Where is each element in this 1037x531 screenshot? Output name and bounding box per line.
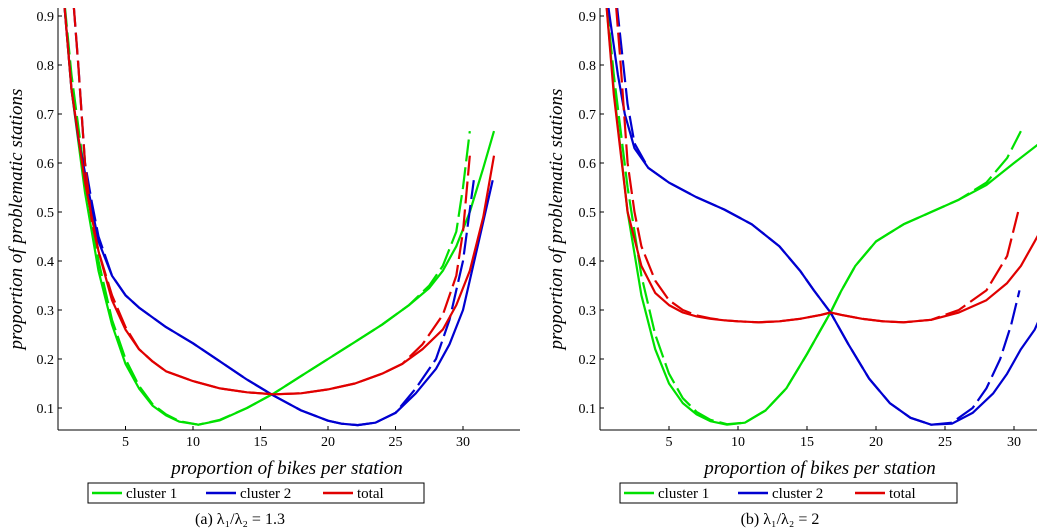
total-dashed-line <box>72 8 471 396</box>
y-tick-label: 0.8 <box>37 59 55 74</box>
x-tick-label: 20 <box>321 435 335 450</box>
cluster-1-dashed-line <box>63 8 471 426</box>
x-tick-label: 10 <box>186 435 200 450</box>
y-tick-label: 0.5 <box>37 206 55 221</box>
y-tick-label: 0.1 <box>579 402 597 417</box>
cluster-2-dashed-line <box>72 8 475 427</box>
chart-caption: (b) λ₁/λ₂ = 2 <box>741 511 820 528</box>
series-group <box>605 8 1037 426</box>
legend-label: total <box>357 486 384 502</box>
y-tick-label: 0.9 <box>579 10 597 25</box>
y-tick-label: 0.2 <box>579 353 597 368</box>
x-tick-label: 5 <box>666 435 673 450</box>
x-tick-label: 30 <box>456 435 470 450</box>
y-tick-label: 0.4 <box>37 255 55 270</box>
y-axis-title: proportion of problematic stations <box>546 89 567 352</box>
cluster-2-solid-line <box>607 8 1037 426</box>
cluster-2-solid-line <box>63 8 494 427</box>
cluster-1-solid-line <box>63 8 496 426</box>
y-tick-label: 0.6 <box>579 157 597 172</box>
cluster-1-dashed-line <box>606 8 1022 426</box>
chart-panel-a: 5 10 15 20 25 30 0.1 0.2 0.3 0.4 0.5 0.6 0.7 0.8 0.9 pr… <box>6 8 520 528</box>
x-tick-label: 15 <box>800 435 814 450</box>
legend-label: total <box>889 486 916 502</box>
x-tick-label: 10 <box>731 435 745 450</box>
y-tick-label: 0.1 <box>37 402 55 417</box>
legend-box <box>87 482 425 504</box>
x-tick-label: 25 <box>389 435 403 450</box>
y-tick-label: 0.4 <box>579 255 597 270</box>
y-axis-title: proportion of problematic stations <box>6 89 27 352</box>
total-dashed-line <box>615 8 1020 324</box>
x-tick-label: 5 <box>122 435 129 450</box>
y-tick-label: 0.7 <box>579 108 597 123</box>
x-tick-label: 20 <box>869 435 883 450</box>
legend-label: cluster 2 <box>772 486 823 502</box>
chart-panel-b: 5 10 15 20 25 30 0.1 0.2 0.3 0.4 0.5 0.6 0.7 0.8 0.9 pr… <box>546 8 1037 528</box>
y-tick-label: 0.2 <box>37 353 55 368</box>
series-group <box>63 8 496 427</box>
x-axis-title: proportion of bikes per station <box>169 458 403 479</box>
x-axis-title: proportion of bikes per station <box>702 458 936 479</box>
y-tick-label: 0.3 <box>579 304 597 319</box>
cluster-1-solid-line <box>605 8 1037 426</box>
x-tick-label: 25 <box>938 435 952 450</box>
legend-box <box>619 482 958 504</box>
y-tick-label: 0.8 <box>579 59 597 74</box>
total-solid-line <box>605 8 1037 324</box>
legend-label: cluster 1 <box>658 486 709 502</box>
y-tick-label: 0.7 <box>37 108 55 123</box>
legend-label: cluster 1 <box>126 486 177 502</box>
y-tick-label: 0.9 <box>37 10 55 25</box>
y-tick-label: 0.6 <box>37 157 55 172</box>
chart-caption: (a) λ₁/λ₂ = 1.3 <box>195 511 285 528</box>
y-tick-label: 0.5 <box>579 206 597 221</box>
legend-label: cluster 2 <box>240 486 291 502</box>
x-tick-label: 15 <box>254 435 268 450</box>
cluster-2-dashed-line <box>616 8 1021 426</box>
x-tick-label: 30 <box>1007 435 1021 450</box>
y-tick-label: 0.3 <box>37 304 55 319</box>
